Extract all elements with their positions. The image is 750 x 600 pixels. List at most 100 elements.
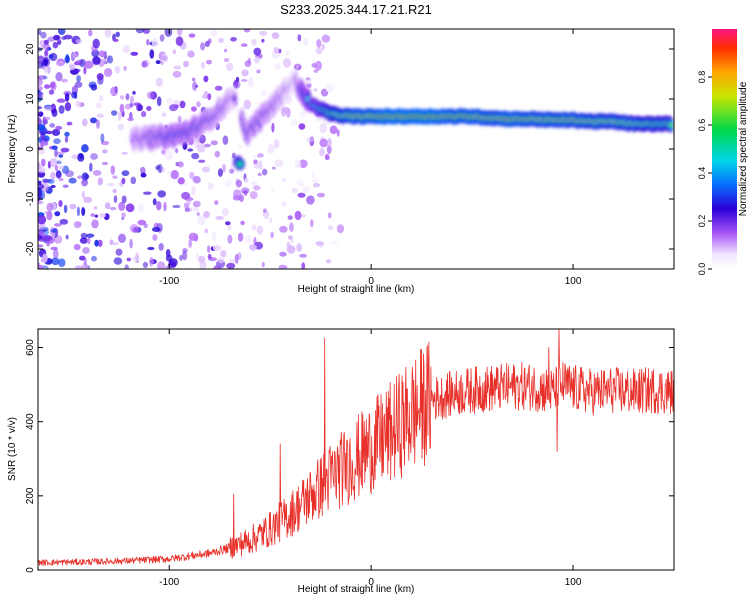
heatmap-noise-cell — [325, 259, 332, 264]
heatmap-noise-cell — [46, 211, 53, 221]
heatmap-noise-cell — [243, 29, 251, 33]
heatmap-noise-cell — [58, 177, 64, 182]
heatmap-noise-cell — [179, 100, 186, 109]
heatmap-noise-cell — [49, 158, 58, 168]
heatmap-noise-cell — [151, 38, 159, 48]
heatmap-noise-cell — [207, 93, 212, 101]
heatmap-noise-cell — [173, 65, 182, 70]
heatmap-noise-cell — [172, 49, 176, 55]
heatmap-noise-cell — [64, 136, 69, 143]
heatmap-noise-cell — [183, 60, 189, 68]
heatmap-noise-cell — [201, 166, 211, 173]
heatmap-noise-cell — [55, 170, 62, 179]
heatmap-noise-cell — [294, 159, 301, 169]
spectrogram-ytick-label: 0 — [25, 146, 36, 152]
heatmap-noise-cell — [188, 33, 196, 38]
heatmap-noise-cell — [177, 29, 183, 36]
heatmap-noise-cell — [215, 215, 224, 220]
heatmap-noise-cell — [63, 34, 73, 40]
spectrogram-xtick-label: -100 — [159, 276, 179, 287]
heatmap-noise-cell — [161, 55, 168, 62]
heatmap-noise-cell — [257, 153, 264, 158]
heatmap-noise-cell — [244, 235, 252, 244]
heatmap-noise-cell — [327, 225, 334, 231]
heatmap-noise-cell — [289, 222, 294, 233]
heatmap-noise-cell — [198, 159, 206, 163]
heatmap-noise-cell — [222, 135, 229, 145]
heatmap-noise-cell — [187, 148, 194, 152]
heatmap-noise-cell — [306, 82, 312, 88]
heatmap-noise-cell — [94, 214, 99, 218]
heatmap-noise-cell — [54, 211, 61, 217]
heatmap-noise-cell — [114, 65, 121, 74]
heatmap-noise-cell — [299, 111, 308, 118]
heatmap-noise-cell — [84, 60, 93, 69]
heatmap-noise-cell — [65, 234, 69, 240]
heatmap-noise-cell — [217, 168, 223, 177]
heatmap-noise-cell — [124, 264, 129, 269]
snr-frame — [37, 328, 675, 571]
heatmap-noise-cell — [73, 68, 81, 73]
heatmap-noise-cell — [278, 48, 282, 54]
heatmap-noise-cell — [91, 255, 97, 262]
heatmap-noise-cell — [38, 109, 43, 113]
heatmap-noise-cell — [299, 253, 308, 258]
heatmap-noise-cell — [168, 258, 178, 267]
heatmap-ridge-core — [232, 95, 237, 102]
heatmap-noise-cell — [296, 243, 302, 252]
heatmap-noise-cell — [96, 119, 100, 129]
spectrogram-xtick-label: 100 — [565, 276, 582, 287]
heatmap-noise-cell — [149, 49, 155, 59]
heatmap-noise-cell — [312, 178, 319, 183]
heatmap-noise-cell — [223, 58, 230, 63]
heatmap-noise-cell — [124, 103, 132, 110]
heatmap-noise-cell — [142, 261, 148, 268]
heatmap-noise-cell — [104, 202, 111, 210]
heatmap-noise-cell — [247, 77, 254, 88]
heatmap-noise-cell — [86, 233, 95, 238]
heatmap-noise-cell — [240, 220, 245, 226]
heatmap-noise-cell — [326, 144, 332, 155]
heatmap-noise-cell — [127, 117, 134, 122]
heatmap-noise-cell — [279, 251, 287, 257]
heatmap-noise-cell — [324, 155, 330, 161]
heatmap-noise-cell — [311, 172, 316, 178]
snr-xtick-label: -100 — [159, 577, 179, 588]
heatmap-noise-cell — [327, 212, 332, 219]
heatmap-noise-cell — [217, 257, 225, 264]
heatmap-noise-cell — [220, 250, 227, 258]
heatmap-noise-cell — [212, 244, 222, 252]
heatmap-noise-cell — [64, 55, 71, 64]
heatmap-noise-cell — [42, 56, 51, 67]
heatmap-noise-cell — [42, 253, 48, 263]
heatmap-noise-cell — [282, 58, 291, 68]
heatmap-noise-cell — [79, 237, 88, 244]
heatmap-noise-cell — [241, 69, 249, 77]
heatmap-noise-cell — [330, 241, 339, 245]
heatmap-noise-cell — [240, 79, 248, 82]
heatmap-noise-cell — [287, 215, 293, 220]
heatmap-noise-cell — [83, 196, 93, 203]
heatmap-noise-cell — [38, 75, 46, 80]
heatmap-noise-cell — [270, 231, 274, 239]
heatmap-noise-cell — [207, 253, 212, 260]
heatmap-noise-cell — [49, 82, 56, 89]
heatmap-noise-cell — [225, 221, 231, 226]
heatmap-noise-cell — [253, 47, 262, 56]
heatmap-noise-cell — [297, 34, 302, 42]
heatmap-noise-cell — [38, 166, 46, 174]
heatmap-noise-cell — [251, 39, 257, 46]
heatmap-noise-cell — [59, 218, 69, 225]
heatmap-noise-cell — [313, 182, 320, 188]
heatmap-noise-cell — [38, 215, 47, 225]
heatmap-noise-cell — [281, 201, 287, 208]
heatmap-noise-cell — [73, 221, 82, 229]
heatmap-noise-cell — [75, 100, 82, 108]
heatmap-noise-cell — [235, 179, 243, 188]
heatmap-noise-cell — [69, 203, 77, 210]
heatmap-noise-cell — [298, 123, 306, 130]
heatmap-noise-cell — [38, 244, 44, 248]
colorbar-axes: 0.0 0.2 0.4 0.6 0.8 — [697, 71, 712, 275]
